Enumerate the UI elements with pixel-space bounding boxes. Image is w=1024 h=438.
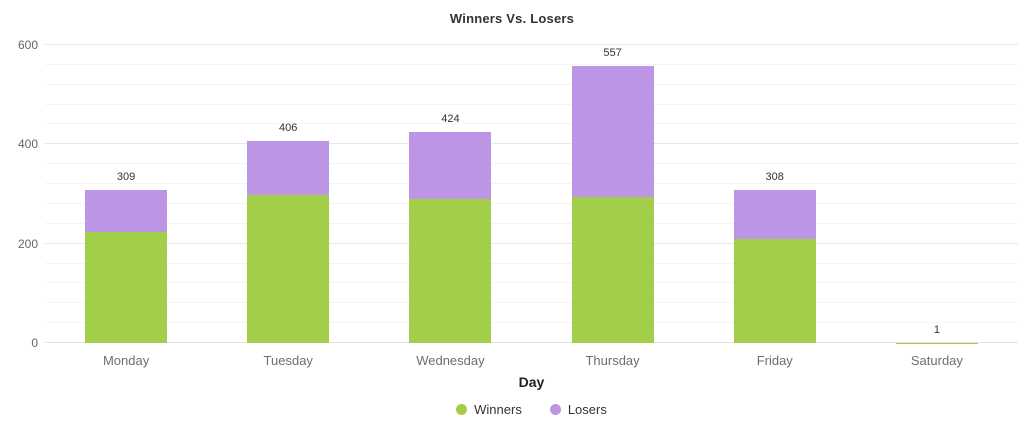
x-label-wednesday: Wednesday [416, 353, 485, 368]
bar-segment-losers-friday[interactable] [733, 190, 816, 239]
legend: Winners Losers [45, 402, 1018, 417]
minor-gridline [45, 123, 1018, 125]
minor-gridline [45, 63, 1018, 65]
bar-stack-wednesday [409, 45, 492, 343]
total-label-thursday: 557 [603, 47, 622, 60]
minor-gridline [45, 282, 1018, 284]
legend-dot-winners [456, 404, 468, 415]
minor-gridline [45, 222, 1018, 224]
total-label-tuesday: 406 [279, 122, 298, 135]
total-label-monday: 309 [116, 170, 136, 183]
major-gridline [45, 44, 1018, 45]
x-label-friday: Friday [756, 353, 793, 368]
minor-gridline [45, 302, 1018, 304]
minor-gridline [45, 183, 1018, 185]
category-slot-friday: 308 [694, 45, 856, 343]
total-label-wednesday: 424 [441, 113, 460, 126]
bar-segment-losers-tuesday[interactable] [247, 141, 330, 195]
y-axis: 0 200 400 600 [0, 39, 38, 349]
bar-stack-friday [733, 45, 816, 343]
major-gridline [45, 143, 1018, 145]
x-axis: Monday Tuesday Wednesday Thursday Friday Satu… [45, 353, 1018, 371]
minor-gridline [45, 83, 1018, 85]
y-tick-label: 600 [17, 38, 38, 52]
total-label-saturday: 1 [933, 323, 940, 336]
bar-stack-saturday [895, 45, 978, 343]
minor-gridline [45, 202, 1018, 204]
y-tick-label: 200 [17, 236, 38, 251]
x-label-thursday: Thursday [585, 353, 640, 368]
plot-area: 309 406 424 557 308 1 [45, 44, 1018, 343]
category-slot-wednesday: 424 [369, 45, 531, 343]
bar-stack-tuesday [247, 45, 330, 343]
bar-segment-losers-thursday[interactable] [571, 66, 654, 197]
legend-dot-losers [549, 404, 561, 415]
bar-stack-thursday [571, 45, 654, 343]
bar-segment-winners-wednesday[interactable] [409, 199, 492, 343]
category-slot-monday: 309 [45, 45, 207, 343]
x-label-saturday: Saturday [910, 353, 963, 368]
total-label-friday: 308 [765, 171, 784, 184]
legend-item-winners[interactable]: Winners [456, 402, 522, 417]
minor-gridline [45, 163, 1018, 165]
legend-item-losers[interactable]: Losers [549, 402, 607, 417]
bar-segment-winners-tuesday[interactable] [247, 195, 330, 343]
bar-stack-monday [85, 45, 168, 343]
minor-gridline [45, 322, 1018, 324]
x-label-tuesday: Tuesday [263, 353, 313, 368]
bar-segment-winners-friday[interactable] [733, 238, 816, 343]
bar-segment-losers-monday[interactable] [85, 189, 168, 232]
legend-label-losers: Losers [567, 402, 607, 417]
chart-title: Winners Vs. Losers [449, 11, 575, 26]
x-label-monday: Monday [102, 353, 150, 368]
category-slot-thursday: 557 [532, 45, 694, 343]
category-slot-saturday: 1 [856, 45, 1018, 343]
y-tick-label: 400 [17, 137, 38, 152]
x-axis-baseline [45, 342, 1018, 343]
bar-segment-losers-wednesday[interactable] [409, 132, 492, 200]
y-tick-label: 0 [31, 336, 38, 350]
x-axis-title: Day [518, 374, 545, 390]
minor-gridline [45, 103, 1018, 105]
bar-segment-winners-monday[interactable] [85, 231, 168, 343]
minor-gridline [45, 262, 1018, 264]
bar-segment-winners-thursday[interactable] [571, 196, 654, 343]
legend-label-winners: Winners [474, 402, 522, 417]
major-gridline [45, 242, 1018, 244]
category-slot-tuesday: 406 [207, 45, 369, 343]
